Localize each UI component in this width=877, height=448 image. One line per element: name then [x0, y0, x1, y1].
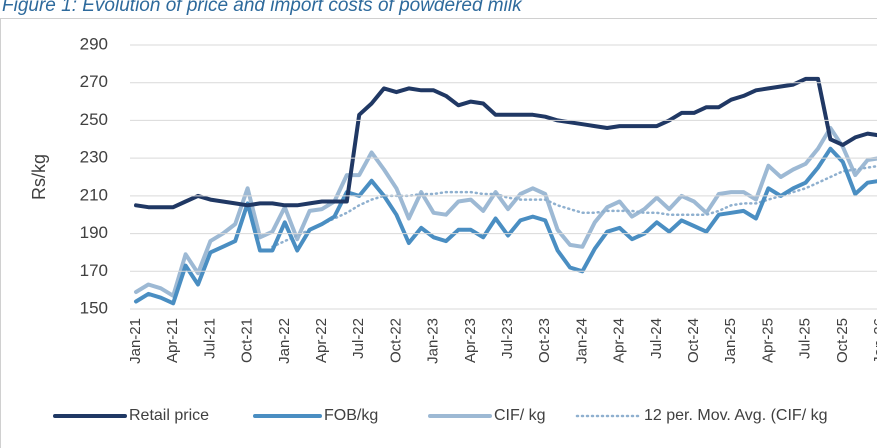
- x-tick-label: Jan-26: [871, 318, 877, 364]
- x-tick-label: Oct-21: [239, 318, 256, 363]
- y-tick-label: 290: [80, 34, 108, 53]
- x-tick-label: Jan-24: [573, 318, 590, 364]
- x-tick-label: Jan-25: [722, 318, 739, 364]
- x-tick-label: Apr-25: [759, 318, 776, 363]
- legend-label: 12 per. Mov. Avg. (CIF/ kg: [644, 407, 827, 424]
- y-tick-label: 170: [80, 261, 108, 280]
- legend-label: CIF/ kg: [494, 407, 546, 424]
- series-line: [134, 126, 877, 298]
- x-tick-label: Oct-25: [834, 318, 851, 363]
- x-tick-label: Oct-22: [387, 318, 404, 363]
- x-tick-label: Jan-21: [127, 318, 144, 364]
- y-tick-label: 250: [80, 110, 108, 129]
- x-tick-label: Apr-22: [313, 318, 330, 363]
- x-tick-label: Apr-24: [611, 318, 628, 363]
- y-axis-label: Rs/kg: [29, 154, 49, 200]
- x-tick-label: Apr-21: [164, 318, 181, 363]
- y-tick-label: 210: [80, 185, 108, 204]
- y-tick-label: 270: [80, 72, 108, 91]
- plot-area: [134, 76, 877, 306]
- x-tick-label: Oct-23: [536, 318, 553, 363]
- legend-label: Retail price: [129, 407, 209, 424]
- x-tick-label: Jul-25: [797, 318, 814, 359]
- x-tick-label: Apr-23: [462, 318, 479, 363]
- x-tick-label: Jul-23: [499, 318, 516, 359]
- series-line: [134, 146, 877, 306]
- x-tick-label: Jul-24: [648, 318, 665, 359]
- x-tick-label: Jul-21: [201, 318, 218, 359]
- x-tick-label: Jul-22: [350, 318, 367, 359]
- chart-title: Figure 1: Evolution of price and import …: [2, 0, 523, 16]
- series-line: [134, 76, 877, 210]
- y-tick-label: 150: [80, 298, 108, 317]
- legend-label: FOB/kg: [324, 407, 378, 424]
- x-tick-label: Jan-22: [276, 318, 293, 364]
- y-tick-label: 190: [80, 223, 108, 242]
- x-tick-label: Oct-24: [685, 318, 702, 363]
- y-tick-label: 230: [80, 148, 108, 167]
- x-tick-label: Jan-23: [425, 318, 442, 364]
